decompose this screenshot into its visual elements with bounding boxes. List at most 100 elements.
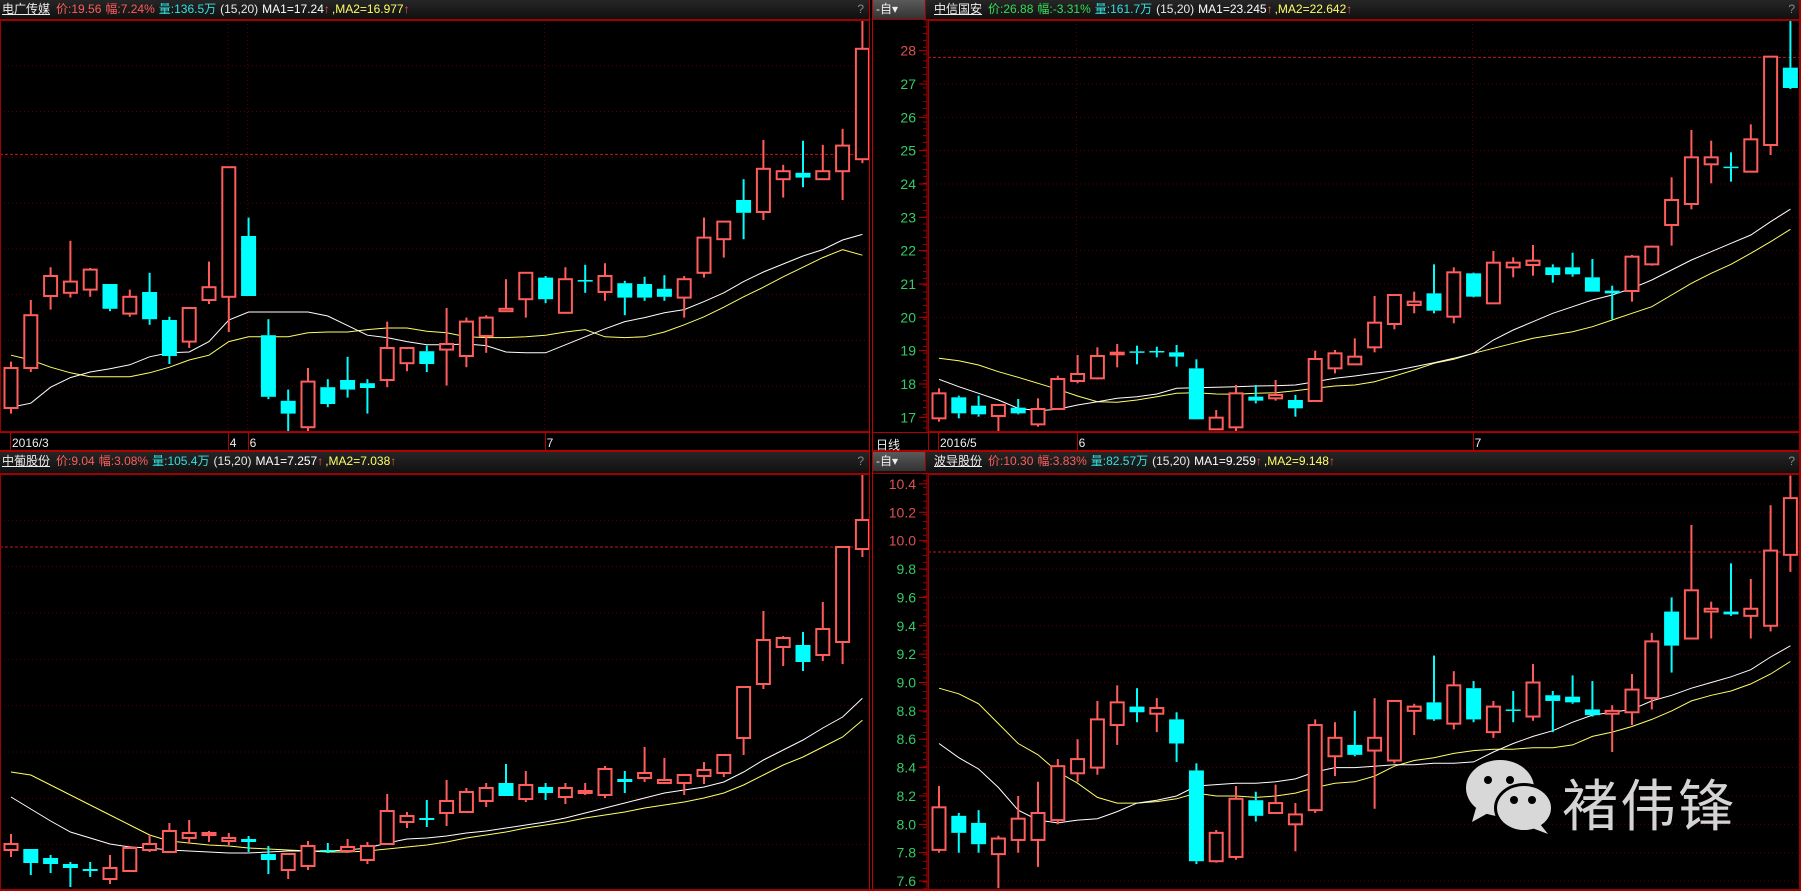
- candle-up[interactable]: [1644, 632, 1660, 710]
- candle-up[interactable]: [458, 317, 474, 368]
- candle-up[interactable]: [597, 263, 613, 301]
- candle-down[interactable]: [1466, 681, 1482, 723]
- candle-down[interactable]: [1188, 359, 1204, 420]
- candle-down[interactable]: [1426, 264, 1442, 314]
- candle-down[interactable]: [1248, 791, 1264, 822]
- candle-up[interactable]: [379, 794, 395, 845]
- candle-up[interactable]: [557, 783, 573, 804]
- candle-up[interactable]: [755, 140, 771, 220]
- panel-divider[interactable]: [869, 0, 870, 891]
- candle-up[interactable]: [1743, 578, 1759, 639]
- candle-up[interactable]: [1683, 525, 1699, 640]
- candle-down[interactable]: [1248, 385, 1264, 404]
- period-label[interactable]: 日线: [876, 438, 901, 452]
- stock-name[interactable]: 电广传媒: [2, 2, 51, 16]
- candle-down[interactable]: [538, 783, 554, 800]
- candle-down[interactable]: [359, 379, 375, 414]
- candle-up[interactable]: [1010, 795, 1026, 853]
- candle-down[interactable]: [1347, 710, 1363, 757]
- candle-down[interactable]: [971, 810, 987, 853]
- candle-up[interactable]: [3, 361, 19, 414]
- candle-up[interactable]: [300, 368, 316, 432]
- candle-down[interactable]: [1466, 272, 1482, 298]
- candle-up[interactable]: [577, 783, 593, 795]
- candle-down[interactable]: [617, 771, 633, 793]
- candle-up[interactable]: [1089, 347, 1105, 380]
- candle-up[interactable]: [931, 786, 947, 853]
- candle-up[interactable]: [696, 217, 712, 278]
- candle-up[interactable]: [854, 474, 870, 557]
- candle-up[interactable]: [1703, 140, 1719, 184]
- candle-down[interactable]: [1565, 675, 1581, 704]
- candle-up[interactable]: [854, 20, 870, 164]
- candle-up[interactable]: [557, 267, 573, 314]
- candle-down[interactable]: [1664, 597, 1680, 673]
- candle-up[interactable]: [300, 841, 316, 870]
- candle-up[interactable]: [122, 846, 138, 872]
- candle-up[interactable]: [1367, 296, 1383, 353]
- zoom-button[interactable]: -自▾: [872, 452, 926, 471]
- candle-up[interactable]: [399, 347, 415, 372]
- candle-down[interactable]: [23, 849, 39, 875]
- candle-up[interactable]: [1089, 700, 1105, 775]
- candle-up[interactable]: [1070, 739, 1086, 782]
- candle-up[interactable]: [1327, 350, 1343, 374]
- candlestick-chart[interactable]: [928, 474, 1801, 891]
- candle-up[interactable]: [439, 308, 455, 386]
- candle-up[interactable]: [1287, 803, 1303, 852]
- candle-up[interactable]: [835, 546, 851, 664]
- candle-up[interactable]: [340, 839, 356, 853]
- candle-down[interactable]: [1149, 346, 1165, 358]
- candle-down[interactable]: [142, 272, 158, 325]
- candle-down[interactable]: [320, 379, 336, 408]
- candle-up[interactable]: [835, 128, 851, 200]
- candle-up[interactable]: [1228, 385, 1244, 432]
- candle-down[interactable]: [1010, 399, 1026, 415]
- candle-down[interactable]: [1287, 395, 1303, 417]
- candle-up[interactable]: [1386, 294, 1402, 330]
- candle-down[interactable]: [43, 855, 59, 873]
- candle-down[interactable]: [241, 217, 257, 296]
- candle-up[interactable]: [458, 788, 474, 813]
- candle-down[interactable]: [1188, 763, 1204, 865]
- candle-up[interactable]: [775, 164, 791, 198]
- candle-up[interactable]: [1268, 380, 1284, 401]
- candle-down[interactable]: [1723, 152, 1739, 182]
- candle-up[interactable]: [1624, 673, 1640, 726]
- candle-down[interactable]: [736, 179, 752, 240]
- candle-up[interactable]: [1228, 786, 1244, 860]
- candle-up[interactable]: [359, 842, 375, 864]
- candle-up[interactable]: [1743, 124, 1759, 173]
- candle-up[interactable]: [478, 315, 494, 353]
- candle-down[interactable]: [971, 395, 987, 417]
- help-button[interactable]: ?: [1788, 2, 1795, 16]
- candle-up[interactable]: [1703, 601, 1719, 639]
- candle-up[interactable]: [1505, 257, 1521, 278]
- candle-down[interactable]: [1604, 285, 1620, 320]
- candle-up[interactable]: [102, 855, 118, 884]
- candle-up[interactable]: [1604, 705, 1620, 752]
- candlestick-chart[interactable]: [928, 20, 1801, 432]
- candle-up[interactable]: [1386, 699, 1402, 764]
- candle-up[interactable]: [1307, 719, 1323, 813]
- candle-down[interactable]: [1782, 21, 1798, 89]
- candle-down[interactable]: [280, 389, 296, 432]
- candle-up[interactable]: [1307, 350, 1323, 402]
- candle-up[interactable]: [1149, 698, 1165, 733]
- candle-up[interactable]: [736, 686, 752, 755]
- candle-up[interactable]: [1763, 505, 1779, 632]
- candle-up[interactable]: [676, 774, 692, 795]
- candle-up[interactable]: [1030, 781, 1046, 867]
- candle-up[interactable]: [221, 833, 237, 845]
- candle-down[interactable]: [795, 632, 811, 671]
- candle-up[interactable]: [696, 762, 712, 784]
- candle-up[interactable]: [518, 771, 534, 802]
- candle-up[interactable]: [1446, 267, 1462, 324]
- candle-up[interactable]: [1446, 671, 1462, 730]
- candle-up[interactable]: [1208, 410, 1224, 431]
- candle-down[interactable]: [1129, 688, 1145, 723]
- candlestick-chart[interactable]: [0, 20, 870, 432]
- candle-up[interactable]: [1367, 698, 1383, 809]
- help-button[interactable]: ?: [857, 454, 864, 468]
- candle-up[interactable]: [221, 166, 237, 332]
